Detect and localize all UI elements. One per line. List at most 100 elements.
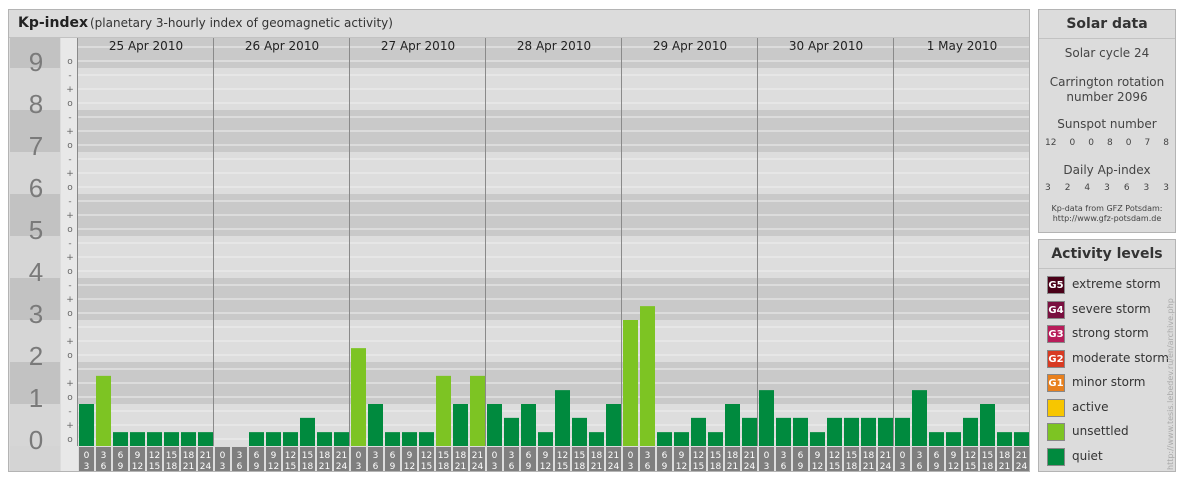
activity-levels-title: Activity levels <box>1039 240 1175 269</box>
ap-value: 3 <box>1143 183 1150 193</box>
sunspot-value: 8 <box>1106 138 1113 148</box>
interval-box <box>810 447 825 471</box>
interval-box <box>232 447 247 471</box>
kp-bar <box>164 432 179 446</box>
interval-end-label: 3 <box>220 462 226 471</box>
interval-end-label: 9 <box>798 462 804 471</box>
interval-box <box>521 447 536 471</box>
interval-box <box>725 447 740 471</box>
interval-box <box>572 447 587 471</box>
activity-level-label: moderate storm <box>1072 350 1169 365</box>
interval-start-label: 18 <box>183 451 195 461</box>
interval-end-label: 21 <box>863 462 874 471</box>
interval-box <box>164 447 179 471</box>
ap-value: 2 <box>1064 183 1071 193</box>
kp-axis-band-2 <box>10 320 60 362</box>
kp-axis-band-9 <box>10 38 60 68</box>
watermark: http://www.tesis.lebedev.ru/en/archive.p… <box>1166 298 1175 470</box>
interval-start-label: 3 <box>917 451 923 461</box>
interval-box <box>504 447 519 471</box>
interval-start-label: 15 <box>438 451 449 461</box>
interval-box <box>249 447 264 471</box>
y-sub-label: o <box>67 393 73 403</box>
day-label: 30 Apr 2010 <box>789 39 863 53</box>
kp-bar <box>334 432 349 446</box>
y-tick-label: 0 <box>29 425 43 455</box>
day-label: 26 Apr 2010 <box>245 39 319 53</box>
interval-end-label: 9 <box>118 462 124 471</box>
kp-band-9 <box>78 38 1029 68</box>
interval-end-label: 24 <box>880 462 892 471</box>
kp-bar <box>113 432 128 446</box>
y-sub-label: + <box>66 127 74 137</box>
interval-start-label: 15 <box>982 451 993 461</box>
interval-end-label: 15 <box>421 462 432 471</box>
interval-end-label: 21 <box>999 462 1010 471</box>
interval-end-label: 3 <box>492 462 498 471</box>
kp-bar <box>742 417 757 446</box>
interval-end-label: 3 <box>764 462 770 471</box>
interval-start-label: 21 <box>472 451 483 461</box>
interval-end-label: 24 <box>608 462 620 471</box>
y-sub-label: + <box>66 169 74 179</box>
interval-start-label: 12 <box>829 451 840 461</box>
interval-box <box>861 447 876 471</box>
interval-box <box>674 447 689 471</box>
activity-level-swatch <box>1047 423 1065 441</box>
interval-box <box>793 447 808 471</box>
interval-box <box>1014 447 1029 471</box>
solar-data-panel: Solar data Solar cycle 24 Carrington rot… <box>1038 9 1176 233</box>
interval-box <box>827 447 842 471</box>
credit-link[interactable]: http://www.gfz-potsdam.de <box>1052 214 1162 223</box>
kp-bar <box>249 432 264 446</box>
kp-bar <box>283 432 298 446</box>
interval-end-label: 15 <box>965 462 976 471</box>
activity-level-label: quiet <box>1072 448 1103 463</box>
interval-end-label: 18 <box>846 462 858 471</box>
interval-box <box>691 447 706 471</box>
sunspot-values: 12 0 0 8 0 7 8 <box>1045 138 1169 148</box>
interval-end-label: 12 <box>268 462 279 471</box>
y-tick-label: 9 <box>29 47 43 77</box>
interval-start-label: 18 <box>591 451 603 461</box>
kp-bar <box>827 417 842 446</box>
interval-end-label: 24 <box>1016 462 1028 471</box>
interval-end-label: 18 <box>710 462 722 471</box>
interval-box <box>198 447 213 471</box>
interval-box <box>436 447 451 471</box>
kp-bar <box>606 404 621 446</box>
interval-end-label: 18 <box>982 462 994 471</box>
kp-bar <box>368 404 383 446</box>
interval-start-label: 21 <box>1016 451 1027 461</box>
kp-bar <box>963 417 978 446</box>
interval-box <box>334 447 349 471</box>
interval-start-label: 0 <box>492 451 498 461</box>
kp-bar <box>912 390 927 446</box>
interval-start-label: 15 <box>846 451 857 461</box>
y-sub-label: + <box>66 295 74 305</box>
interval-end-label: 18 <box>438 462 450 471</box>
interval-box <box>113 447 128 471</box>
kp-bar <box>725 404 740 446</box>
kp-bar <box>623 320 638 446</box>
kp-bar <box>317 432 332 446</box>
kp-axis-band-8 <box>10 68 60 110</box>
interval-end-label: 18 <box>302 462 314 471</box>
y-tick-label: 1 <box>29 383 43 413</box>
kp-axis-band-7 <box>10 110 60 152</box>
interval-box <box>997 447 1012 471</box>
activity-level-label: active <box>1072 399 1109 414</box>
kp-bar <box>436 375 451 446</box>
interval-start-label: 12 <box>557 451 568 461</box>
y-sub-label: - <box>68 113 71 123</box>
interval-start-label: 12 <box>965 451 976 461</box>
kp-bar <box>657 432 672 446</box>
interval-start-label: 3 <box>509 451 515 461</box>
y-tick-label: 3 <box>29 299 43 329</box>
interval-box <box>980 447 995 471</box>
kp-bar <box>1014 432 1029 446</box>
interval-start-label: 3 <box>781 451 787 461</box>
interval-start-label: 9 <box>815 451 821 461</box>
interval-end-label: 3 <box>356 462 362 471</box>
kp-bar <box>504 417 519 446</box>
